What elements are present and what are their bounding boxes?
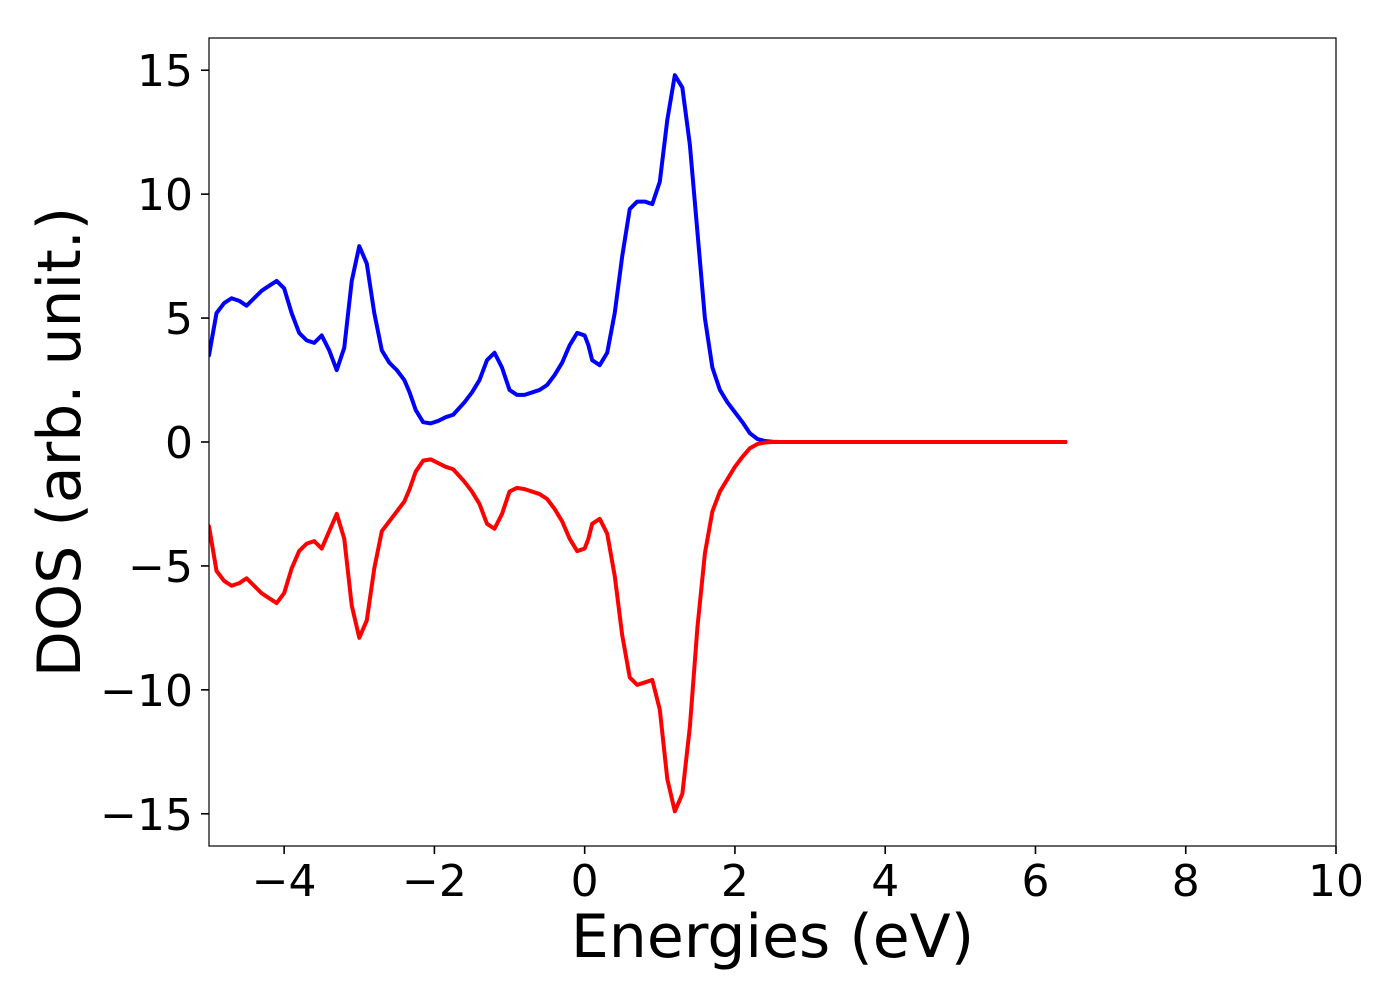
series-line-spin-down bbox=[209, 440, 1068, 814]
x-tick-label: 10 bbox=[1308, 856, 1364, 907]
y-tick-label: 0 bbox=[165, 418, 193, 469]
x-tick-label: −4 bbox=[252, 856, 317, 907]
y-tick-label: 10 bbox=[137, 170, 193, 221]
x-tick-label: 4 bbox=[871, 856, 899, 907]
y-tick-label: −5 bbox=[128, 542, 193, 593]
x-tick-label: 6 bbox=[1021, 856, 1049, 907]
y-axis-label: DOS (arb. unit.) bbox=[25, 207, 95, 677]
y-tick-label: −10 bbox=[100, 666, 193, 717]
x-tick-label: −2 bbox=[402, 856, 467, 907]
y-axis-ticks: −15 −10 −5 0 5 10 15 bbox=[100, 46, 209, 841]
y-tick-label: −15 bbox=[100, 790, 193, 841]
x-axis-label: Energies (eV) bbox=[571, 902, 974, 972]
y-tick-label: 5 bbox=[165, 294, 193, 345]
x-tick-label: 8 bbox=[1172, 856, 1200, 907]
series-line-spin-up bbox=[209, 73, 1068, 444]
x-tick-label: 2 bbox=[721, 856, 749, 907]
x-axis-ticks: −4 −2 0 2 4 6 8 10 bbox=[252, 846, 1364, 907]
x-tick-label: 0 bbox=[571, 856, 599, 907]
y-tick-label: 15 bbox=[137, 46, 193, 97]
series-layer bbox=[209, 73, 1068, 814]
